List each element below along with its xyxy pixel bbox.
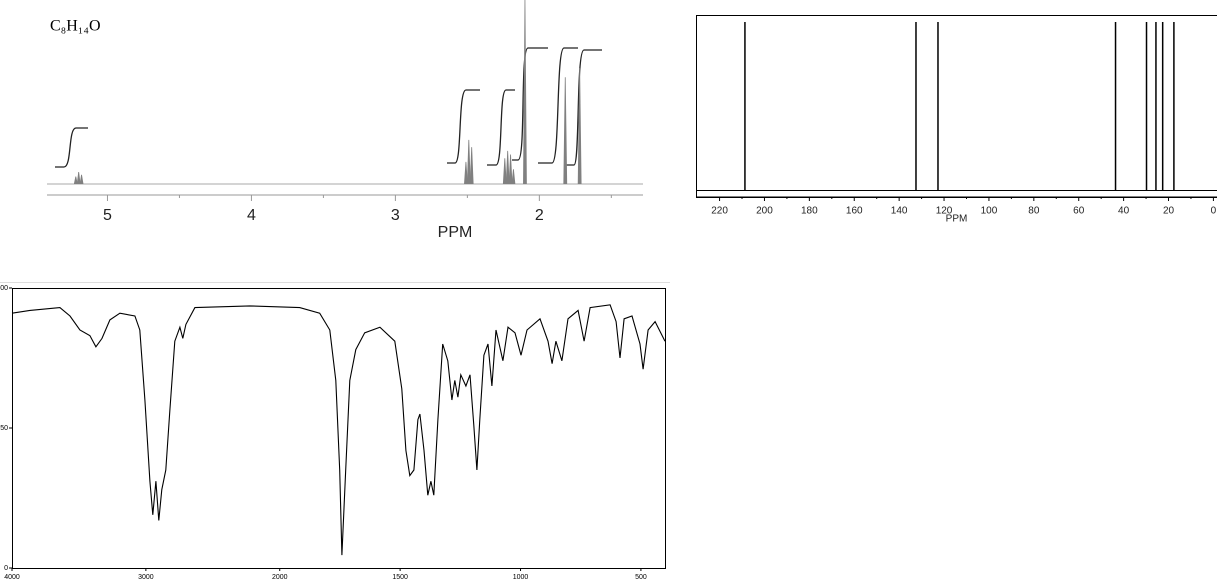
peak (466, 139, 471, 185)
peak (508, 154, 513, 185)
x-tick-label: 3000 (138, 574, 154, 581)
peak (73, 176, 78, 185)
formula: C₈H₁₄O (50, 18, 101, 35)
peak (502, 158, 507, 185)
peak (577, 68, 582, 185)
peak (469, 147, 474, 185)
x-tick-label: 80 (1028, 206, 1040, 217)
integral (538, 47, 578, 164)
x-tick-label: 1000 (513, 574, 529, 581)
y-tick-label: 100 (0, 285, 8, 292)
x-tick-label: 2000 (272, 574, 288, 581)
x-tick-label: 2 (535, 207, 544, 224)
x-tick-label: 20 (1163, 206, 1175, 217)
x-tick-label: 5 (103, 207, 112, 224)
c13-frame (696, 15, 1217, 198)
x-tick-label: 120 (936, 206, 953, 217)
integral (447, 89, 480, 164)
x-tick-label: 200 (756, 206, 773, 217)
integral-curves (55, 47, 602, 168)
x-tick-label: 100 (981, 206, 998, 217)
y-tick-label: 0 (4, 565, 8, 572)
x-tick-label: 220 (711, 206, 728, 217)
ir-frame (12, 288, 666, 569)
x-tick-label: 160 (846, 206, 863, 217)
x-tick-label: 3 (391, 207, 400, 224)
peak (76, 171, 81, 185)
peak (79, 174, 84, 185)
peak (511, 169, 516, 185)
x-tick-label: 140 (891, 206, 908, 217)
x-tick-label: 60 (1073, 206, 1085, 217)
integral (512, 47, 548, 161)
peak (523, 0, 527, 185)
peak (505, 150, 510, 185)
x-tick-label: 500 (635, 574, 647, 581)
x-axis-label: PPM (946, 214, 968, 225)
ir-trace (11, 304, 666, 556)
x-axis-label: PPM (438, 224, 473, 241)
integral (566, 49, 602, 166)
integral (487, 89, 515, 166)
x-tick-label: 40 (1118, 206, 1130, 217)
x-tick-label: 180 (801, 206, 818, 217)
x-tick-label: 4000 (4, 574, 20, 581)
integral (55, 127, 88, 168)
x-tick-label: 1500 (392, 574, 408, 581)
x-tick-label: 4 (247, 207, 256, 224)
peak (464, 161, 468, 185)
peak (563, 77, 568, 185)
y-tick-label: 50 (0, 425, 8, 432)
x-tick-label: 0 (1211, 206, 1217, 217)
